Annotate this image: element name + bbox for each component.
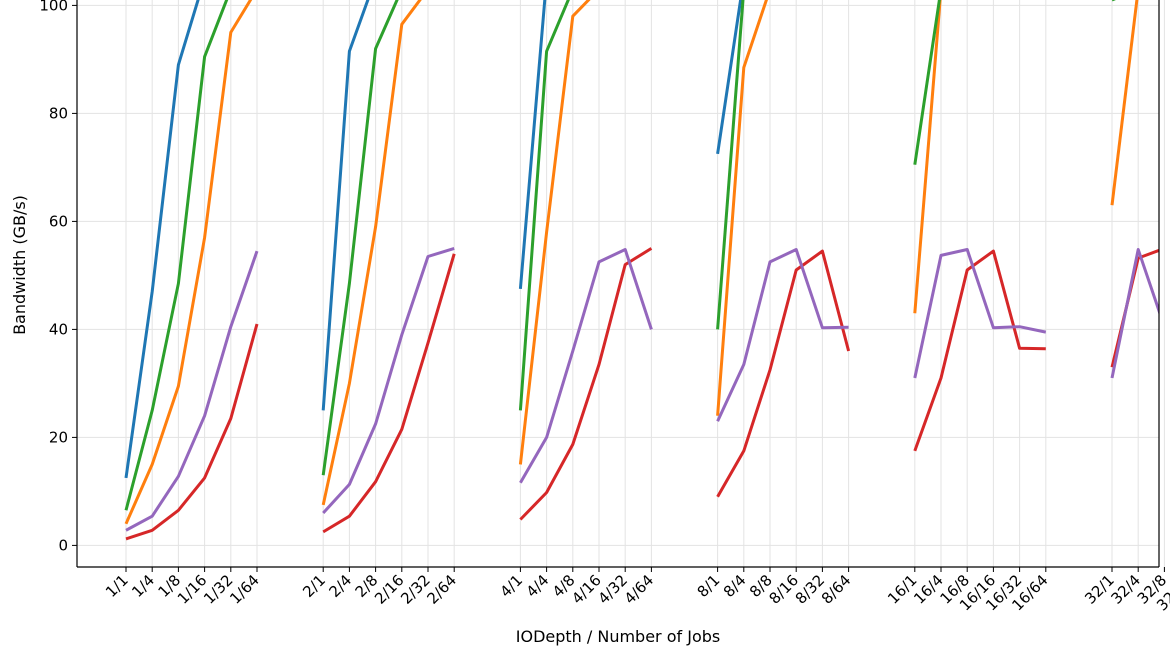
series-2-line-group-8 — [716, 0, 745, 330]
series-4-line-group-2 — [322, 246, 455, 515]
series-2-line-group-16 — [913, 0, 941, 165]
y-tick-label: 40 — [49, 320, 68, 338]
series-2-line-group-2 — [321, 0, 399, 476]
series-0-line-group-4 — [518, 0, 547, 290]
series-3-line-group-2 — [322, 253, 456, 534]
series-4-line-group-1 — [125, 250, 259, 532]
series-3-line-group-8 — [716, 249, 851, 498]
y-tick-label: 20 — [49, 428, 68, 446]
y-tick-label: 0 — [58, 536, 68, 554]
series-1-line-group-4 — [518, 0, 591, 465]
series-0-line-group-2 — [321, 0, 370, 411]
series-4-line-group-16 — [913, 248, 1047, 379]
series-3-line-group-16 — [913, 249, 1046, 452]
y-tick-label: 80 — [49, 104, 68, 122]
x-axis-title: IODepth / Number of Jobs — [516, 627, 720, 646]
plot-lines — [124, 0, 1159, 541]
grid-lines — [77, 0, 1165, 567]
series-3-line-group-1 — [125, 323, 259, 541]
y-tick-label: 100 — [39, 0, 68, 14]
y-tick-label: 60 — [49, 212, 68, 230]
series-1-line-group-1 — [124, 0, 253, 525]
series-0-line-group-8 — [716, 0, 743, 155]
series-0-line-group-1 — [124, 0, 200, 479]
series-2-line-group-4 — [518, 0, 570, 411]
y-axis-ticks: 0 20 40 60 80 100 — [39, 0, 77, 554]
y-axis-title: Bandwidth (GB/s) — [10, 195, 29, 335]
series-4-line-group-32 — [1110, 248, 1159, 379]
series-4-line-group-4 — [519, 248, 653, 484]
series-1-line-group-2 — [321, 0, 422, 506]
series-1-line-group-16 — [913, 0, 942, 314]
series-1-line-group-8 — [716, 0, 768, 416]
series-1-line-group-32 — [1110, 0, 1139, 206]
series-4-line-group-8 — [716, 248, 849, 422]
series-2-line-group-1 — [124, 0, 229, 511]
